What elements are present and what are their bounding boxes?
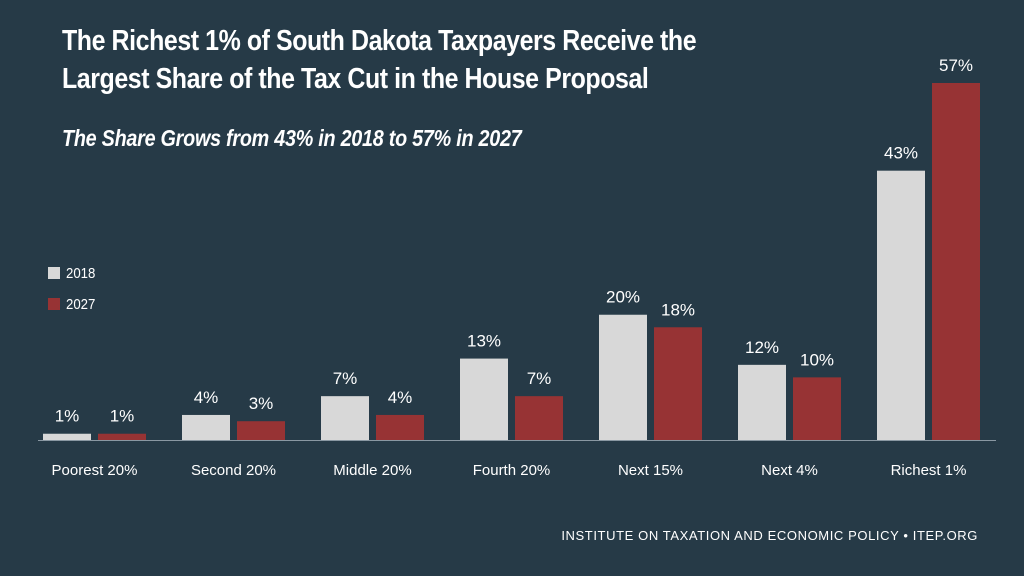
data-label-2027-2: 4% [388,388,413,407]
chart-subtitle: The Share Grows from 43% in 2018 to 57% … [62,125,522,151]
bar-2018-4 [599,314,647,440]
data-label-2018-3: 13% [467,332,501,351]
legend: 2018 2027 [48,262,99,324]
category-label-6: Richest 1% [891,462,967,479]
legend-label-2018: 2018 [66,264,96,282]
data-label-2018-2: 7% [333,369,358,388]
data-label-2027-6: 57% [939,56,973,75]
legend-item-2027: 2027 [48,293,99,315]
data-label-2027-0: 1% [110,407,135,426]
legend-swatch-2018 [48,267,60,279]
data-label-2018-0: 1% [55,407,80,426]
bar-2027-3 [515,396,563,440]
category-label-2: Middle 20% [333,462,411,479]
category-label-3: Fourth 20% [473,462,551,479]
bar-2018-1 [182,414,230,440]
bar-2018-2 [321,396,369,440]
data-label-2027-1: 3% [249,394,274,413]
bar-2027-6 [932,83,980,440]
bar-2018-5 [738,364,786,440]
legend-item-2018: 2018 [48,262,99,284]
source-footer: INSTITUTE ON TAXATION AND ECONOMIC POLIC… [561,528,978,543]
chart-title: The Richest 1% of South Dakota Taxpayers… [62,25,697,95]
bar-2027-4 [654,327,702,440]
category-label-0: Poorest 20% [52,462,138,479]
bar-2018-6 [877,170,925,440]
category-label-1: Second 20% [191,462,276,479]
data-label-2027-4: 18% [661,300,695,319]
bar-2027-0 [98,433,146,440]
bar-2018-0 [43,433,91,440]
data-label-2018-1: 4% [194,388,219,407]
category-label-4: Next 15% [618,462,683,479]
legend-swatch-2027 [48,298,60,310]
category-label-5: Next 4% [761,462,818,479]
data-label-2018-5: 12% [745,338,779,357]
data-label-2018-4: 20% [606,288,640,307]
bar-2018-3 [460,358,508,440]
legend-label-2027: 2027 [66,295,96,313]
bar-2027-1 [237,421,285,440]
data-label-2027-5: 10% [800,350,834,369]
bar-2027-2 [376,414,424,440]
bar-2027-5 [793,377,841,440]
data-label-2018-6: 43% [884,144,918,163]
data-label-2027-3: 7% [527,369,552,388]
